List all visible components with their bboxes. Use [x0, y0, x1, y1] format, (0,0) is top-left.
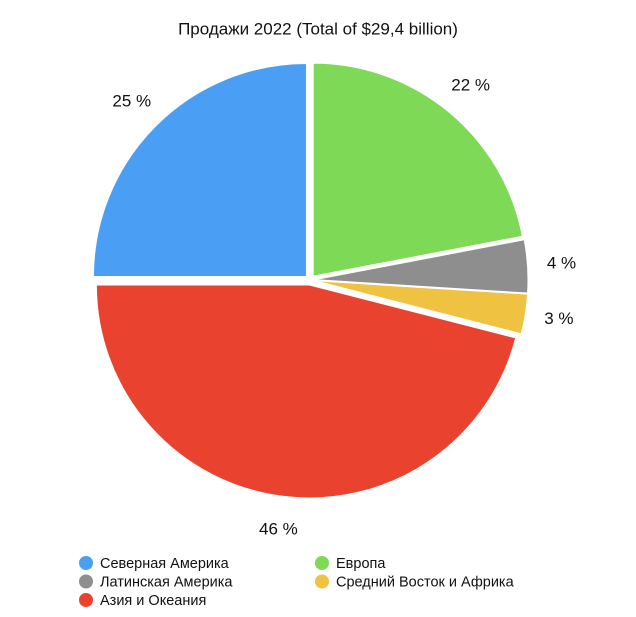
legend-label: Латинская Америка: [100, 574, 233, 590]
legend-marker: [79, 574, 93, 589]
data-label: 4 %: [547, 254, 576, 273]
legend-label: Европа: [336, 556, 386, 572]
data-label: 3 %: [544, 309, 573, 328]
data-label: 22 %: [451, 75, 490, 94]
legend-label: Азия и Океания: [100, 593, 206, 609]
legend-marker: [79, 593, 93, 607]
data-label: 25 %: [112, 91, 151, 110]
pie-slice: [95, 284, 517, 499]
pie-slice: [312, 62, 523, 277]
legend-marker: [315, 556, 329, 570]
data-label: 46 %: [259, 519, 298, 538]
legend-label: Средний Восток и Африка: [336, 574, 515, 590]
pie-slice: [314, 280, 529, 335]
pie-slice: [314, 239, 529, 294]
pie-slice: [92, 62, 307, 277]
chart-title: Продажи 2022 (Total of $29,4 billion): [178, 19, 458, 38]
legend-marker: [315, 574, 329, 589]
legend-marker: [79, 556, 93, 570]
legend-label: Северная Америка: [100, 556, 230, 572]
